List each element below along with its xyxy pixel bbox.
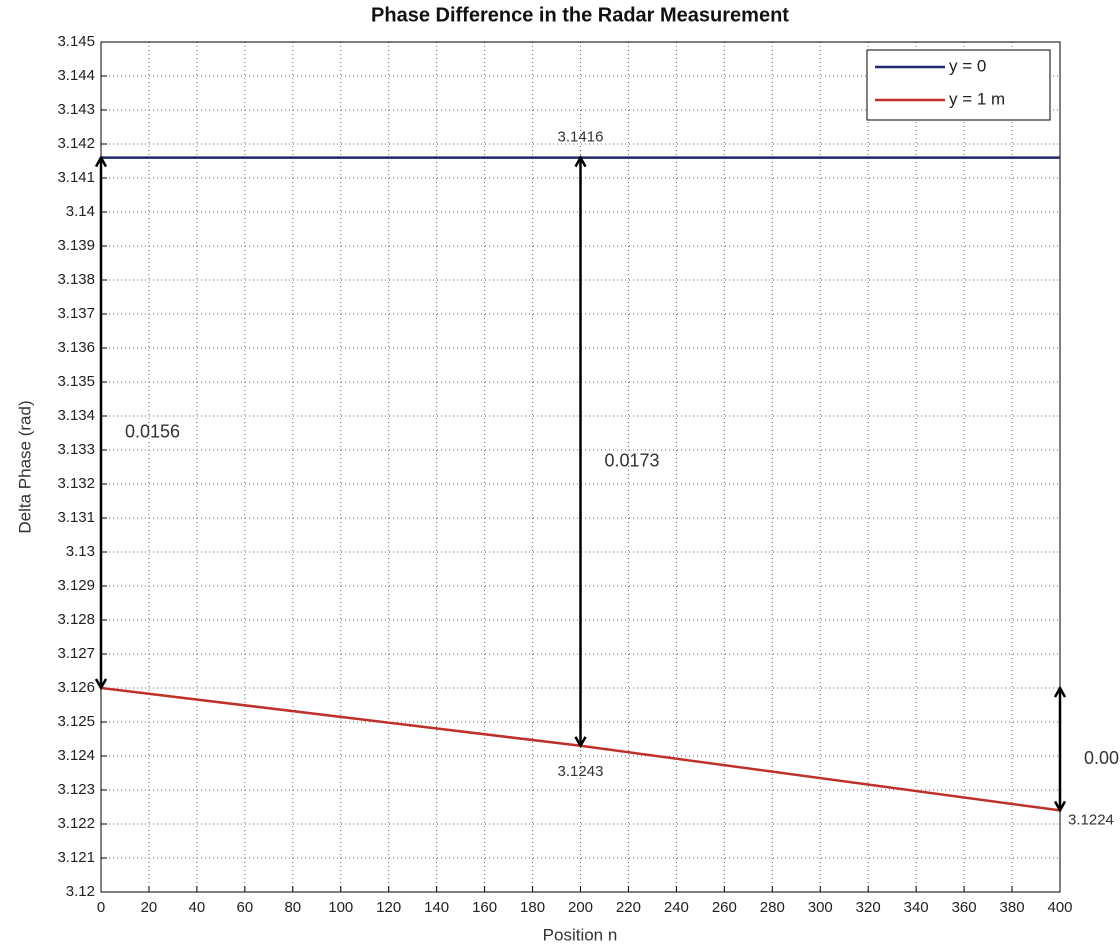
y-tick-label: 3.133 [57, 441, 95, 458]
point-label: 3.1416 [558, 129, 604, 146]
y-tick-label: 3.121 [57, 849, 95, 866]
y-tick-label: 3.128 [57, 611, 95, 628]
x-tick-label: 200 [568, 899, 593, 916]
x-tick-label: 360 [952, 899, 977, 916]
x-tick-label: 400 [1047, 899, 1072, 916]
y-axis-label: Delta Phase (rad) [15, 400, 34, 533]
x-tick-label: 300 [808, 899, 833, 916]
x-tick-label: 60 [237, 899, 254, 916]
y-tick-label: 3.137 [57, 305, 95, 322]
y-tick-label: 3.138 [57, 271, 95, 288]
y-tick-label: 3.144 [57, 67, 95, 84]
x-tick-label: 220 [616, 899, 641, 916]
y-tick-label: 3.136 [57, 339, 95, 356]
point-label: 3.1224 [1068, 811, 1114, 828]
x-tick-label: 0 [97, 899, 105, 916]
x-tick-label: 80 [284, 899, 301, 916]
legend-label: y = 1 m [949, 89, 1005, 108]
x-tick-label: 100 [328, 899, 353, 916]
x-tick-label: 320 [856, 899, 881, 916]
x-tick-label: 40 [189, 899, 206, 916]
x-tick-label: 120 [376, 899, 401, 916]
y-tick-label: 3.122 [57, 815, 95, 832]
x-tick-label: 180 [520, 899, 545, 916]
x-axis-label: Position n [543, 925, 618, 944]
y-tick-label: 3.132 [57, 475, 95, 492]
y-tick-label: 3.145 [57, 33, 95, 50]
y-tick-label: 3.14 [66, 203, 95, 220]
legend-label: y = 0 [949, 56, 986, 75]
y-tick-label: 3.124 [57, 747, 95, 764]
x-tick-label: 380 [1000, 899, 1025, 916]
x-tick-label: 20 [141, 899, 158, 916]
y-tick-label: 3.139 [57, 237, 95, 254]
y-tick-label: 3.125 [57, 713, 95, 730]
annotation-label: 0.0036 [1084, 748, 1120, 768]
legend: y = 0 y = 1 m [866, 49, 1051, 121]
annotation-label: 0.0173 [605, 450, 660, 470]
y-tick-label: 3.12 [66, 883, 95, 900]
y-tick-label: 3.131 [57, 509, 95, 526]
y-tick-label: 3.126 [57, 679, 95, 696]
legend-box [866, 49, 1051, 121]
x-tick-label: 240 [664, 899, 689, 916]
y-tick-label: 3.142 [57, 135, 95, 152]
y-tick-label: 3.141 [57, 169, 95, 186]
x-tick-label: 340 [904, 899, 929, 916]
y-tick-label: 3.134 [57, 407, 95, 424]
point-label: 3.1243 [558, 763, 604, 780]
y-tick-label: 3.13 [66, 543, 95, 560]
y-tick-label: 3.123 [57, 781, 95, 798]
x-tick-label: 140 [424, 899, 449, 916]
x-tick-label: 280 [760, 899, 785, 916]
chart-title: Phase Difference in the Radar Measuremen… [371, 4, 789, 26]
y-tick-label: 3.143 [57, 101, 95, 118]
y-tick-label: 3.129 [57, 577, 95, 594]
annotation-label: 0.0156 [125, 422, 180, 442]
y-tick-label: 3.127 [57, 645, 95, 662]
y-tick-label: 3.135 [57, 373, 95, 390]
x-tick-label: 160 [472, 899, 497, 916]
x-tick-label: 260 [712, 899, 737, 916]
